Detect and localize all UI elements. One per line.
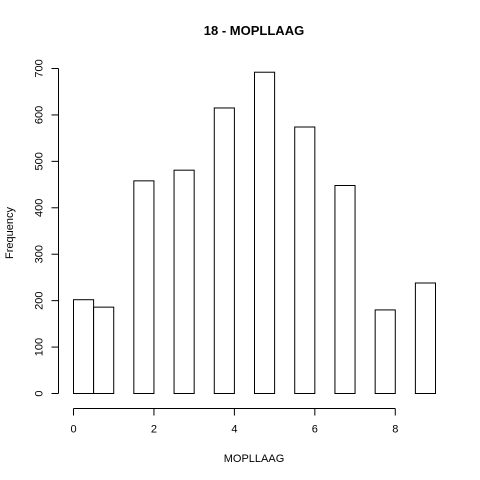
y-tick-label: 700 bbox=[34, 59, 46, 77]
y-tick-label: 0 bbox=[34, 390, 46, 396]
x-tick-label: 8 bbox=[392, 424, 398, 436]
y-tick-label: 100 bbox=[34, 338, 46, 356]
histogram-bar bbox=[374, 309, 396, 394]
y-tick-label: 300 bbox=[34, 245, 46, 263]
x-tick-label: 6 bbox=[312, 424, 318, 436]
histogram-bar bbox=[414, 282, 436, 394]
histogram-bar bbox=[254, 71, 276, 394]
x-axis: 0 2 4 6 8 bbox=[70, 408, 398, 436]
chart-title: 18 - MOPLLAAG bbox=[204, 23, 304, 38]
x-tick-label: 4 bbox=[231, 424, 237, 436]
histogram-bar bbox=[334, 185, 356, 394]
x-tick-label: 0 bbox=[70, 424, 76, 436]
histogram-bar bbox=[73, 299, 95, 395]
histogram-bar bbox=[133, 180, 155, 394]
histogram-bar bbox=[173, 169, 195, 394]
y-tick-label: 400 bbox=[34, 199, 46, 217]
y-axis-label: Frequency bbox=[4, 207, 16, 259]
bars-group bbox=[73, 71, 436, 395]
y-tick-label: 600 bbox=[34, 106, 46, 124]
y-axis: 0 100 200 300 400 500 600 700 bbox=[34, 59, 59, 397]
y-tick-label: 500 bbox=[34, 152, 46, 170]
histogram-bar bbox=[93, 306, 115, 394]
histogram-bar bbox=[294, 126, 316, 394]
y-tick-label: 200 bbox=[34, 291, 46, 309]
histogram-bar bbox=[213, 107, 235, 394]
x-tick-label: 2 bbox=[151, 424, 157, 436]
x-axis-label: MOPLLAAG bbox=[224, 453, 285, 465]
